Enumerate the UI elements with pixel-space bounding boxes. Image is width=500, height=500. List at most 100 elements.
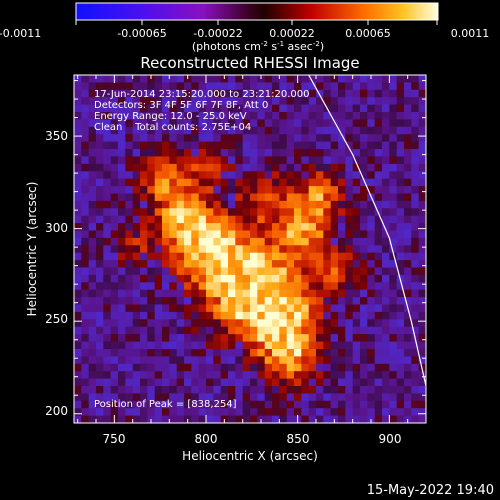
heatmap-cell-182 xyxy=(352,97,361,105)
heatmap-cell-1321 xyxy=(257,274,265,283)
heatmap-cell-1660 xyxy=(279,326,287,335)
heatmap-cell-2056 xyxy=(367,386,375,394)
heatmap-cell-2251 xyxy=(389,415,397,423)
heatmap-cell-1168 xyxy=(191,252,199,261)
heatmap-cell-563 xyxy=(330,156,339,165)
heatmap-cell-342 xyxy=(118,126,126,135)
heatmap-cell-1578 xyxy=(382,311,390,320)
heatmap-cell-647 xyxy=(242,171,251,180)
heatmap-cell-157 xyxy=(169,97,177,105)
heatmap-cell-1275 xyxy=(272,267,280,276)
heatmap-cell-915 xyxy=(96,215,104,224)
heatmap-cell-2181 xyxy=(228,408,236,416)
heatmap-cell-1047 xyxy=(360,230,368,239)
heatmap-cell-2011 xyxy=(389,378,397,387)
heatmap-cell-484 xyxy=(103,149,111,157)
heatmap-cell-1565 xyxy=(286,311,295,320)
heatmap-cell-1748 xyxy=(220,341,229,350)
heatmap-cell-1953 xyxy=(316,371,324,379)
heatmap-cell-67 xyxy=(213,82,221,91)
heatmap-cell-2220 xyxy=(162,415,170,423)
heatmap-cell-1715 xyxy=(330,334,339,342)
heatmap-cell-2133 xyxy=(228,400,236,409)
heatmap-cell-2239 xyxy=(301,415,309,423)
heatmap-cell-326 xyxy=(352,119,361,128)
heatmap-cell-167 xyxy=(242,97,251,105)
heatmap-cell-1668 xyxy=(338,326,346,335)
heatmap-cell-1314 xyxy=(206,274,214,283)
heatmap-cell-986 xyxy=(264,223,273,231)
heatmap-cell-439 xyxy=(125,141,133,150)
heatmap-cell-591 xyxy=(184,163,192,172)
heatmap-cell-835 xyxy=(213,200,221,209)
heatmap-cell-1530 xyxy=(382,304,390,313)
heatmap-cell-680 xyxy=(132,178,141,187)
heatmap-cell-2161 xyxy=(81,408,89,416)
heatmap-cell-1349 xyxy=(110,282,119,291)
heatmap-cell-1804 xyxy=(279,349,287,357)
heatmap-cell-1128 xyxy=(250,245,258,254)
heatmap-cell-298 xyxy=(147,119,155,128)
heatmap-cell-1895 xyxy=(242,363,251,372)
heatmap-cell-178 xyxy=(323,97,331,105)
heatmap-cell-237 xyxy=(404,104,412,113)
heatmap-cell-1862 xyxy=(352,356,361,365)
heatmap-cell-596 xyxy=(220,163,229,172)
heatmap-cell-223 xyxy=(301,104,309,113)
heatmap-cell-208 xyxy=(191,104,199,113)
heatmap-cell-2196 xyxy=(338,408,346,416)
heatmap-cell-1523 xyxy=(330,304,339,313)
heatmap-cell-566 xyxy=(352,156,361,165)
heatmap-cell-385 xyxy=(81,134,89,142)
heatmap-cell-619 xyxy=(389,163,397,172)
heatmap-cell-2037 xyxy=(228,386,236,394)
heatmap-cell-914 xyxy=(88,215,97,224)
heatmap-cell-1306 xyxy=(147,274,155,283)
heatmap-cell-1027 xyxy=(213,230,221,239)
heatmap-cell-988 xyxy=(279,223,287,231)
heatmap-cell-2109 xyxy=(404,393,412,402)
heatmap-cell-1407 xyxy=(184,289,192,298)
heatmap-cell-1373 xyxy=(286,282,295,291)
heatmap-cell-1852 xyxy=(279,356,287,365)
heatmap-cell-643 xyxy=(213,171,221,180)
heatmap-cell-1606 xyxy=(235,319,243,328)
heatmap-cell-480 xyxy=(74,149,82,157)
heatmap-cell-264 xyxy=(250,112,258,120)
heatmap-cell-1801 xyxy=(257,349,265,357)
heatmap-cell-948 xyxy=(338,215,346,224)
heatmap-cell-1105 xyxy=(81,245,89,254)
heatmap-cell-585 xyxy=(140,163,148,172)
heatmap-cell-1970 xyxy=(88,378,97,387)
heatmap-cell-924 xyxy=(162,215,170,224)
heatmap-cell-213 xyxy=(228,104,236,113)
heatmap-cell-1756 xyxy=(279,341,287,350)
heatmap-cell-70 xyxy=(235,82,243,91)
heatmap-cell-1544 xyxy=(132,311,141,320)
heatmap-cell-1235 xyxy=(330,260,339,268)
heatmap-cell-1588 xyxy=(103,319,111,328)
heatmap-cell-2249 xyxy=(374,415,383,423)
heatmap-cell-913 xyxy=(81,215,89,224)
heatmap-cell-232 xyxy=(367,104,375,113)
heatmap-cell-1455 xyxy=(184,297,192,305)
heatmap-cell-1436 xyxy=(396,289,405,298)
heatmap-cell-441 xyxy=(140,141,148,150)
heatmap-cell-639 xyxy=(184,171,192,180)
heatmap-cell-1364 xyxy=(220,282,229,291)
heatmap-cell-27 xyxy=(272,75,280,83)
heatmap-cell-2068 xyxy=(103,393,111,402)
heatmap-cell-119 xyxy=(242,89,251,98)
heatmap-cell-254 xyxy=(176,112,185,120)
heatmap-cell-57 xyxy=(140,82,148,91)
heatmap-cell-463 xyxy=(301,141,309,150)
heatmap-cell-1462 xyxy=(235,297,243,305)
heatmap-cell-434 xyxy=(88,141,97,150)
heatmap-cell-481 xyxy=(81,149,89,157)
heatmap-cell-982 xyxy=(235,223,243,231)
heatmap-cell-887 xyxy=(242,208,251,217)
heatmap-cell-1167 xyxy=(184,252,192,261)
heatmap-cell-2045 xyxy=(286,386,295,394)
heatmap-cell-1562 xyxy=(264,311,273,320)
heatmap-cell-628 xyxy=(103,171,111,180)
